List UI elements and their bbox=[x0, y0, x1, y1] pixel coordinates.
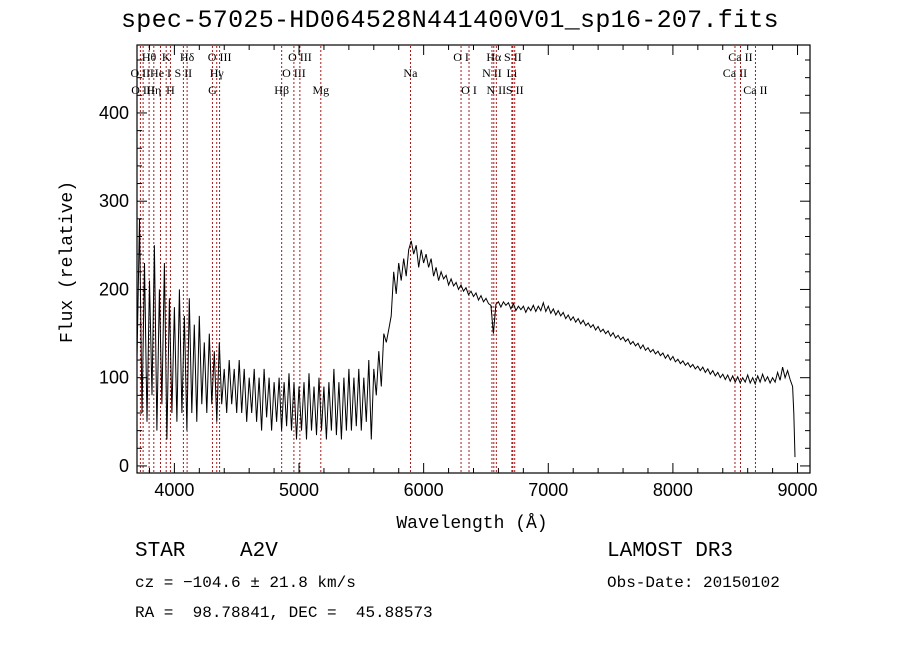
line-marker-label: N II bbox=[482, 66, 502, 80]
line-marker-label: Ca II bbox=[743, 83, 767, 97]
line-marker-label: Hβ bbox=[274, 83, 289, 97]
line-marker-label: O I bbox=[453, 50, 469, 64]
line-marker-label: Hη bbox=[146, 83, 161, 97]
observation-date: Obs-Date: 20150102 bbox=[607, 574, 780, 592]
line-marker-label: O III bbox=[208, 50, 232, 64]
x-tick-label: 8000 bbox=[653, 480, 693, 500]
y-axis: 0 100 200 300 400 bbox=[99, 59, 810, 476]
line-marker-label: Hγ bbox=[210, 66, 225, 80]
coordinates: RA = 98.78841, DEC = 45.88573 bbox=[135, 604, 433, 622]
line-marker-label: O III bbox=[288, 50, 312, 64]
survey-name: LAMOST DR3 bbox=[607, 540, 734, 563]
object-class: STAR bbox=[135, 540, 186, 563]
line-marker-label: O I bbox=[461, 83, 477, 97]
x-tick-label: 6000 bbox=[404, 480, 444, 500]
line-marker-label: Na bbox=[403, 66, 418, 80]
line-marker-label: O III bbox=[131, 83, 155, 97]
redshift-value: cz = −104.6 ± 21.8 km/s bbox=[135, 574, 356, 592]
line-marker-label: O II bbox=[131, 66, 151, 80]
x-tick-label: 7000 bbox=[528, 480, 568, 500]
line-marker-label: K bbox=[162, 50, 171, 64]
line-marker-label: G bbox=[208, 83, 217, 97]
y-tick-label: 100 bbox=[99, 368, 129, 388]
line-marker-label: Mg bbox=[312, 83, 329, 97]
line-marker-label: S II bbox=[504, 50, 522, 64]
line-marker-label: S II bbox=[506, 83, 524, 97]
line-marker-label: Hδ bbox=[180, 50, 195, 64]
x-axis-label: Wavelength (Å) bbox=[396, 513, 547, 534]
spectrum-line bbox=[136, 218, 796, 458]
line-marker-label: He I bbox=[150, 66, 171, 80]
x-tick-label: 5000 bbox=[279, 480, 319, 500]
x-tick-label: 4000 bbox=[154, 480, 194, 500]
line-marker-label: Li bbox=[507, 66, 518, 80]
y-tick-label: 200 bbox=[99, 279, 129, 299]
plot-frame bbox=[136, 44, 811, 474]
line-marker-label: H bbox=[166, 83, 175, 97]
line-marker-label: S II bbox=[175, 66, 193, 80]
line-marker-label: Hθ bbox=[142, 50, 157, 64]
y-axis-label: Flux (relative) bbox=[58, 181, 78, 343]
y-tick-label: 0 bbox=[119, 456, 129, 476]
y-tick-label: 400 bbox=[99, 103, 129, 123]
x-axis: 4000 5000 6000 7000 8000 9000 bbox=[148, 45, 818, 500]
line-marker-label: O III bbox=[282, 66, 306, 80]
x-tick-label: 9000 bbox=[778, 480, 818, 500]
line-marker-label: Ca II bbox=[728, 50, 752, 64]
y-tick-label: 300 bbox=[99, 191, 129, 211]
line-marker-label: Ca II bbox=[723, 66, 747, 80]
line-marker-label: Hα bbox=[486, 50, 502, 64]
spectral-subclass: A2V bbox=[240, 540, 278, 563]
chart-title: spec-57025-HD064528N441400V01_sp16-207.f… bbox=[120, 6, 779, 35]
line-marker-label: N II bbox=[486, 83, 506, 97]
